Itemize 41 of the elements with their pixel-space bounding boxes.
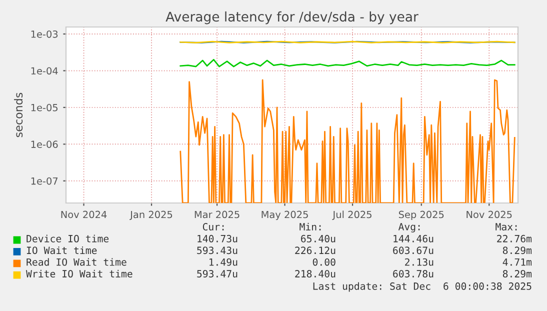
text: 140.73u bbox=[198, 234, 238, 242]
x-tick-label: Jan 2025 bbox=[130, 210, 172, 220]
text: Last update: Sat Dec 6 00:00:38 2025 bbox=[313, 282, 532, 292]
legend-label: Write IO Wait time bbox=[26, 270, 132, 278]
text: 1.49u bbox=[210, 258, 238, 266]
y-tick-label: 1e-04 bbox=[31, 67, 58, 75]
text: 593.43u bbox=[197, 246, 238, 254]
text: 218.40u bbox=[295, 270, 336, 278]
text: 22.76m bbox=[497, 234, 532, 242]
x-tick-label: Mar 2025 bbox=[194, 210, 240, 218]
text: 2.13u bbox=[405, 258, 434, 266]
text: Avg: bbox=[398, 223, 420, 232]
text: Max: bbox=[496, 223, 517, 230]
text: Min: bbox=[300, 222, 321, 230]
line-series bbox=[180, 79, 516, 203]
y-axis-title: seconds bbox=[14, 92, 23, 138]
text: 603.78u bbox=[393, 270, 434, 278]
text: 603.67u bbox=[393, 246, 434, 254]
text: 593.47u bbox=[197, 270, 238, 278]
chart-title: Average latency for /dev/sda - by year bbox=[166, 11, 418, 24]
line-series bbox=[180, 58, 516, 68]
x-tick-label: Sep 2025 bbox=[398, 210, 444, 220]
y-tick-label: 1e-07 bbox=[31, 177, 58, 185]
x-tick-label: Jul 2025 bbox=[332, 210, 372, 220]
text: 8.29m bbox=[502, 246, 532, 254]
text: 144.46u bbox=[394, 234, 434, 242]
y-tick-label: 1e-05 bbox=[31, 104, 58, 112]
text: 226.12u bbox=[295, 246, 336, 254]
legend-label: Read IO Wait time bbox=[26, 258, 126, 266]
text: Cur: bbox=[202, 223, 224, 230]
text: 0.00 bbox=[312, 258, 336, 266]
text: 4.71m bbox=[502, 258, 532, 266]
legend-label: IO Wait time bbox=[26, 246, 97, 254]
legend-label: Device IO time bbox=[26, 234, 109, 242]
text: 8.29m bbox=[502, 270, 532, 278]
text: 65.40u bbox=[301, 234, 336, 242]
x-tick-label: Nov 2025 bbox=[466, 210, 512, 218]
y-tick-label: 1e-03 bbox=[31, 30, 58, 38]
x-tick-label: May 2025 bbox=[262, 210, 308, 220]
x-tick-label: Nov 2024 bbox=[61, 210, 107, 218]
y-tick-label: 1e-06 bbox=[31, 140, 58, 148]
